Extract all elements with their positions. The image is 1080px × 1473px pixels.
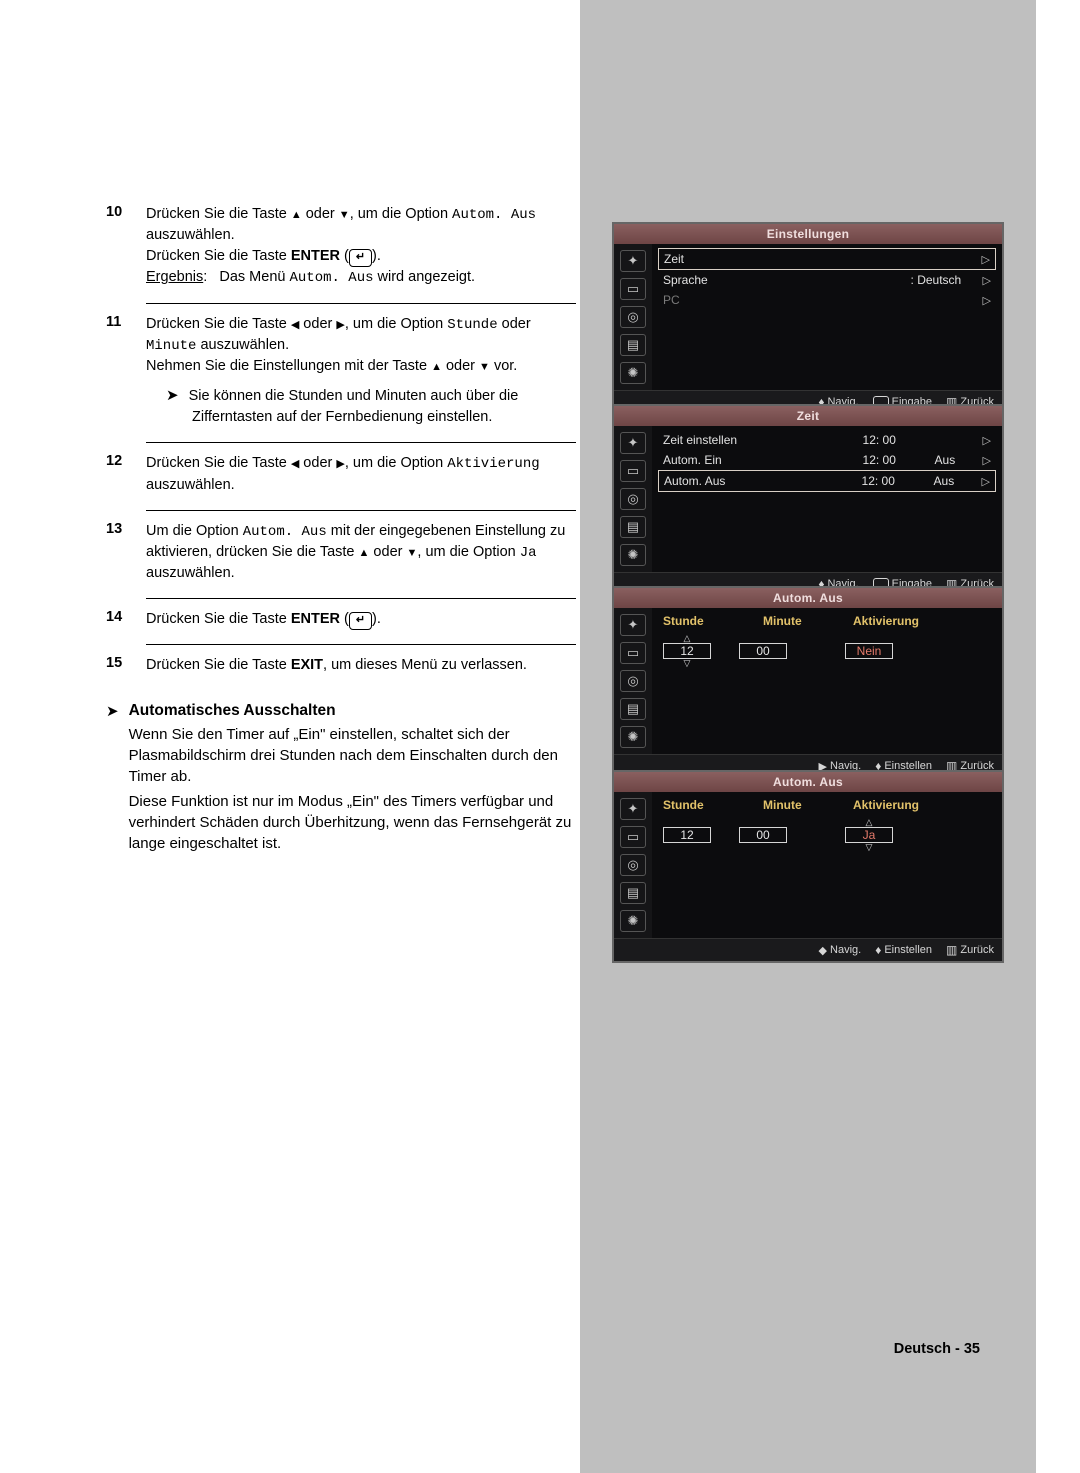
osd-column-header: StundeMinuteAktivierung (658, 612, 996, 632)
left-icon (291, 316, 299, 332)
note-icon: ▤ (620, 882, 646, 904)
up-icon (359, 544, 370, 560)
osd-side-icons: ✦ ▭ ◎ ▤ ✺ (614, 244, 652, 390)
step-14: 14 Drücken Sie die Taste ENTER (↵). (106, 609, 576, 630)
enter-icon: ↵ (349, 612, 372, 630)
down-icon (339, 206, 350, 222)
osd-title: Autom. Aus (614, 772, 1002, 792)
step-15: 15 Drücken Sie die Taste EXIT, um dieses… (106, 655, 576, 676)
pointer-icon (106, 703, 129, 720)
display-icon: ▭ (620, 826, 646, 848)
up-icon (291, 206, 302, 222)
gear-icon: ✺ (620, 910, 646, 932)
separator (146, 510, 576, 511)
auto-off-note: Automatisches Ausschalten Wenn Sie den T… (106, 702, 576, 854)
osd-title: Einstellungen (614, 224, 1002, 244)
osd-row: Autom. Ein12: 00Aus▷ (658, 450, 996, 470)
osd-values: △12▽ 00 Nein (658, 632, 996, 670)
gear-icon: ✺ (620, 544, 646, 566)
osd-row: Zeit einstellen12: 00▷ (658, 430, 996, 450)
wrench-icon: ✦ (620, 614, 646, 636)
display-icon: ▭ (620, 642, 646, 664)
enter-icon: ↵ (349, 249, 372, 267)
osd-screenshot-zeit: Zeit ✦ ▭ ◎ ▤ ✺ Zeit einstellen12: 00▷ Au… (612, 404, 1004, 597)
osd-title: Autom. Aus (614, 588, 1002, 608)
target-icon: ◎ (620, 854, 646, 876)
note-icon: ▤ (620, 698, 646, 720)
wrench-icon: ✦ (620, 432, 646, 454)
down-icon (407, 544, 418, 560)
display-icon: ▭ (620, 278, 646, 300)
separator (146, 598, 576, 599)
target-icon: ◎ (620, 306, 646, 328)
wrench-icon: ✦ (620, 798, 646, 820)
right-icon (336, 316, 344, 332)
display-icon: ▭ (620, 460, 646, 482)
step-12: 12 Drücken Sie die Taste oder , um die O… (106, 453, 576, 495)
wrench-icon: ✦ (620, 250, 646, 272)
osd-side-icons: ✦ ▭ ◎ ▤ ✺ (614, 608, 652, 754)
note-icon: ▤ (620, 334, 646, 356)
step-11: 11 Drücken Sie die Taste oder , um die O… (106, 314, 576, 429)
osd-side-icons: ✦ ▭ ◎ ▤ ✺ (614, 792, 652, 938)
note-paragraph: Diese Funktion ist nur im Modus „Ein" de… (129, 791, 576, 854)
note-title: Automatisches Ausschalten (129, 702, 576, 720)
instruction-column: 10 Drücken Sie die Taste oder , um die O… (106, 204, 576, 854)
page-footer: Deutsch - 35 (894, 1341, 980, 1357)
osd-row: PC▷ (658, 290, 996, 310)
gear-icon: ✺ (620, 362, 646, 384)
step-10: 10 Drücken Sie die Taste oder , um die O… (106, 204, 576, 289)
note-icon: ▤ (620, 516, 646, 538)
osd-row: Zeit▷ (658, 248, 996, 270)
osd-column-header: StundeMinuteAktivierung (658, 796, 996, 816)
gear-icon: ✺ (620, 726, 646, 748)
osd-screenshot-einstellungen: Einstellungen ✦ ▭ ◎ ▤ ✺ Zeit▷ Sprache: D… (612, 222, 1004, 415)
separator (146, 644, 576, 645)
left-icon (291, 455, 299, 471)
separator (146, 303, 576, 304)
osd-values: 12 00 △Ja▽ (658, 816, 996, 854)
osd-title: Zeit (614, 406, 1002, 426)
target-icon: ◎ (620, 670, 646, 692)
down-icon (479, 358, 490, 374)
separator (146, 442, 576, 443)
pointer-icon (166, 388, 189, 404)
osd-screenshot-autom-aus-1: Autom. Aus ✦ ▭ ◎ ▤ ✺ StundeMinuteAktivie… (612, 586, 1004, 779)
osd-screenshot-autom-aus-2: Autom. Aus ✦ ▭ ◎ ▤ ✺ StundeMinuteAktivie… (612, 770, 1004, 963)
osd-footer: Navig. Einstellen Zurück (614, 938, 1002, 961)
osd-side-icons: ✦ ▭ ◎ ▤ ✺ (614, 426, 652, 572)
target-icon: ◎ (620, 488, 646, 510)
right-vertical-band: Einstellungen ✦ ▭ ◎ ▤ ✺ Zeit▷ Sprache: D… (580, 0, 1036, 1473)
note-paragraph: Wenn Sie den Timer auf „Ein" einstellen,… (129, 724, 576, 787)
right-icon (336, 455, 344, 471)
step-13: 13 Um die Option Autom. Aus mit der eing… (106, 521, 576, 585)
up-icon (431, 358, 442, 374)
osd-row: Autom. Aus12: 00Aus▷ (658, 470, 996, 492)
osd-row: Sprache: Deutsch▷ (658, 270, 996, 290)
